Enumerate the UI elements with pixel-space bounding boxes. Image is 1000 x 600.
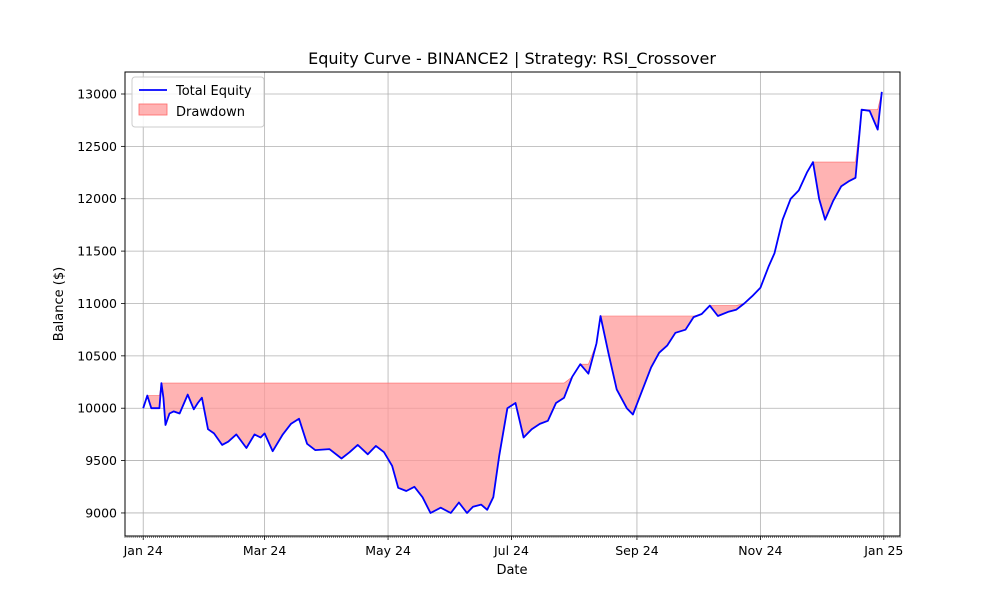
y-tick-label: 11000 [77, 296, 117, 311]
y-tick-label: 12000 [77, 191, 117, 206]
x-axis-ticks: Jan 24 Mar 24 May 24 Jul 24 Sep 24 Nov 24 Jan … [123, 536, 903, 558]
legend: Total Equity Drawdown [131, 76, 265, 128]
y-tick-label: 9500 [85, 453, 117, 468]
y-tick-label: 9000 [85, 505, 117, 520]
x-tick-label: Sep 24 [615, 543, 658, 558]
x-tick-label: Jul 24 [493, 543, 529, 558]
x-tick-label: Nov 24 [738, 543, 782, 558]
y-axis-label: Balance ($) [52, 267, 67, 341]
y-axis-ticks: 9000 9500 10000 10500 11000 11500 12000 12500 13… [77, 86, 125, 520]
x-axis-label: Date [496, 563, 527, 578]
plot-frame [124, 71, 901, 537]
x-tick-label: Jan 24 [123, 543, 163, 558]
legend-equity-label: Total Equity [175, 84, 252, 99]
y-tick-label: 10500 [77, 348, 117, 363]
y-tick-label: 11500 [77, 244, 117, 259]
x-tick-label: May 24 [365, 543, 411, 558]
equity-line [142, 91, 883, 514]
legend-drawdown-swatch [138, 103, 168, 116]
equity-line-path [142, 91, 883, 514]
chart-title: Equity Curve - BINANCE2 | Strategy: RSI_… [308, 49, 716, 69]
x-tick-label: Mar 24 [243, 543, 287, 558]
x-tick-label: Jan 25 [863, 543, 903, 558]
y-tick-label: 12500 [77, 139, 117, 154]
y-tick-label: 10000 [77, 401, 117, 416]
legend-drawdown-label: Drawdown [176, 105, 245, 120]
y-tick-label: 13000 [77, 86, 117, 101]
